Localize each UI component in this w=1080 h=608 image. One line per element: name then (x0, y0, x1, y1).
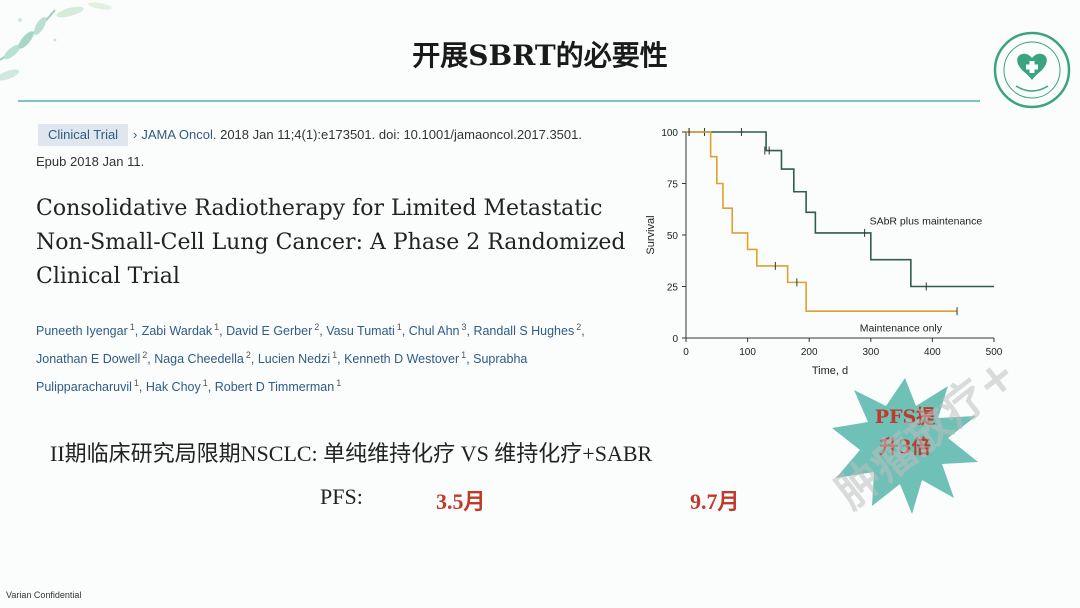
author-affiliation: 1 (461, 350, 467, 361)
author-affiliation: 3 (461, 322, 467, 332)
epub-date: Epub 2018 Jan 11. (36, 154, 145, 169)
author-affiliation: 1 (214, 322, 220, 332)
starburst-callout (832, 378, 978, 514)
author-affiliation: 1 (332, 350, 338, 361)
title-divider (18, 100, 980, 102)
author-link[interactable]: Lucien Nedzi (257, 352, 331, 367)
author-affiliation: 1 (133, 378, 139, 389)
x-tick-label: 0 (683, 347, 689, 358)
author-affiliation: 2 (245, 350, 251, 361)
y-axis-label: Survival (645, 215, 657, 254)
x-tick-label: 100 (739, 347, 756, 358)
author-link[interactable]: Naga Cheedella (154, 352, 244, 367)
y-tick-label: 25 (667, 283, 679, 294)
x-tick-label: 200 (801, 347, 818, 358)
author-link[interactable]: Vasu Tumati (326, 324, 395, 339)
callout-text: PFS提 升3倍 (850, 402, 960, 462)
y-tick-label: 75 (667, 180, 679, 191)
author-affiliation: 2 (142, 350, 148, 361)
author-list: Puneeth Iyengar 1, Zabi Wardak 1, David E … (36, 322, 585, 395)
x-tick-label: 400 (924, 347, 941, 358)
chevron-right-icon: › (133, 127, 138, 142)
article-type-badge[interactable]: Clinical Trial (38, 124, 129, 146)
author-affiliation: 1 (129, 322, 135, 332)
callout-line: 升3倍 (879, 436, 931, 458)
series-label: SAbR plus maintenance (870, 216, 983, 228)
paper-title-line: Consolidative Radiotherapy for Limited M… (36, 196, 603, 221)
author-link[interactable]: Puneeth Iyengar (36, 324, 128, 339)
x-tick-label: 500 (986, 347, 1003, 358)
footer-confidential: Varian Confidential (6, 590, 82, 600)
author-link[interactable]: Randall S Hughes (473, 324, 575, 339)
author-affiliation: 1 (396, 322, 402, 332)
author-link[interactable]: Hak Choy (145, 380, 201, 395)
y-tick-label: 50 (667, 231, 679, 242)
series-label: Maintenance only (860, 323, 943, 335)
pfs-label: PFS: (320, 484, 363, 509)
author-link[interactable]: Zabi Wardak (141, 324, 213, 339)
callout-line: PFS提 (874, 406, 936, 428)
author-link[interactable]: Suprabha Pulipparacharuvil (36, 352, 528, 395)
x-tick-label: 300 (862, 347, 879, 358)
author-affiliation: 1 (202, 378, 208, 389)
journal-link[interactable]: JAMA Oncol. (141, 127, 217, 142)
y-tick-label: 100 (661, 128, 678, 139)
author-link[interactable]: David E Gerber (226, 324, 313, 339)
citation: › JAMA Oncol. 2018 Jan 11;4(1):e173501. d… (133, 124, 582, 146)
study-description: II期临床研究局限期NSCLC: 单纯维持化疗 VS 维持化疗+SABR (50, 441, 653, 466)
leaf-decoration (0, 2, 112, 81)
author-affiliation: 2 (576, 322, 582, 332)
author-affiliation: 2 (314, 322, 320, 332)
series-line (686, 131, 994, 288)
series-line (686, 131, 958, 313)
x-axis-label: Time, d (812, 365, 848, 377)
slide-title: 开展SBRT的必要性 (412, 39, 668, 72)
survival-chart: 0 25 50 75 100 0 100 200 300 400 500 Time, d Surviva… (645, 128, 1003, 377)
paper-title-line: Clinical Trial (36, 264, 180, 289)
author-link[interactable]: Kenneth D Westover (344, 352, 460, 367)
author-link[interactable]: Chul Ahn (408, 324, 460, 339)
hospital-logo (993, 31, 1071, 109)
y-tick-label: 0 (672, 334, 678, 345)
pfs-maintenance-value: 3.5月 (436, 489, 486, 514)
citation-detail: 2018 Jan 11;4(1):e173501. doi: 10.1001/j… (216, 127, 582, 142)
author-link[interactable]: Jonathan E Dowell (36, 352, 141, 367)
author-link[interactable]: Robert D Timmerman (214, 380, 335, 395)
paper-title: Consolidative Radiotherapy for Limited M… (36, 192, 636, 294)
paper-title-line: Non-Small-Cell Lung Cancer: A Phase 2 Ra… (36, 230, 626, 255)
pfs-sabr-value: 9.7月 (690, 489, 740, 514)
author-affiliation: 1 (336, 378, 342, 389)
